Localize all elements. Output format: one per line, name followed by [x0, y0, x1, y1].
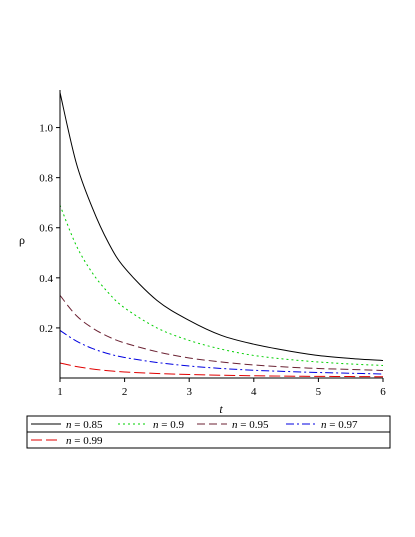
legend-label-3: n = 0.95: [232, 419, 269, 431]
x-tick-label: 6: [380, 386, 386, 398]
series-line-5: [59, 362, 384, 378]
legend-label-4: n = 0.97: [321, 419, 358, 431]
legend: n = 0.85 n = 0.9 n = 0.95 n = 0.97 n = 0.99: [26, 415, 391, 449]
y-axis-label: ρ: [19, 233, 25, 247]
y-tick-label: 0.8: [39, 173, 53, 185]
series-line-2: [59, 205, 384, 366]
series-lines: [59, 92, 384, 378]
y-tick-label: 1.0: [39, 123, 53, 135]
legend-label-2: n = 0.9: [153, 419, 184, 431]
x-tick-label: 5: [316, 386, 322, 398]
x-tick-label: 2: [122, 386, 128, 398]
series-line-3: [59, 295, 384, 371]
axes: [59, 90, 383, 379]
legend-label-1: n = 0.85: [66, 419, 103, 431]
x-axis-label: t: [219, 402, 223, 416]
x-tick-label: 3: [186, 386, 192, 398]
series-line-1: [59, 92, 384, 361]
y-tick-label: 0.2: [39, 323, 53, 335]
series-line-4: [59, 330, 384, 375]
y-tick-label: 0.6: [39, 223, 53, 235]
x-tick-label: 4: [251, 386, 257, 398]
y-tick-label: 0.4: [39, 273, 53, 285]
legend-label-5: n = 0.99: [66, 435, 103, 447]
tick-marks: 1 2 3 4 5 6 0.2 0.4 0.6 0.8 1.0: [39, 123, 386, 398]
x-tick-label: 1: [57, 386, 63, 398]
